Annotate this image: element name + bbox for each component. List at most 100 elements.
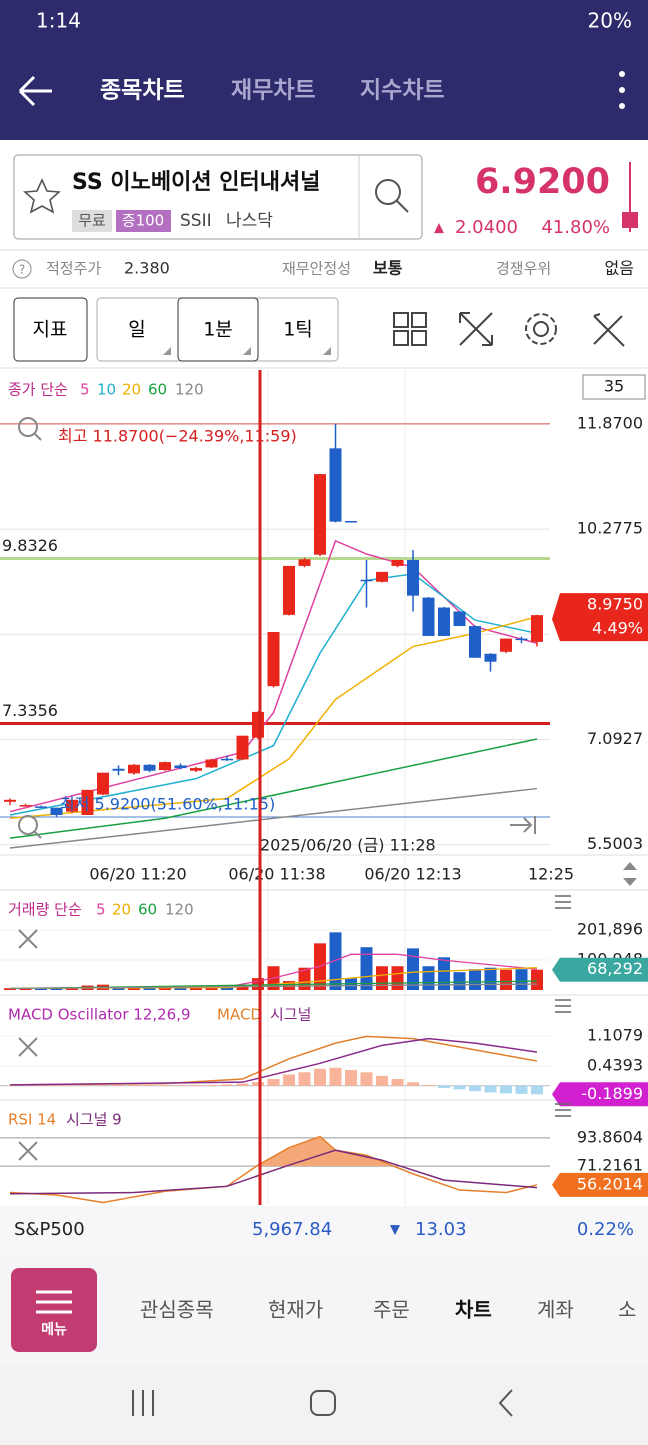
oscillator-bar: [252, 1082, 264, 1086]
candle-body: [298, 559, 311, 566]
current-change: 4.49%: [592, 619, 643, 638]
oscillator-bar: [438, 1085, 450, 1089]
back-button[interactable]: [18, 75, 52, 107]
settings-icon[interactable]: [525, 313, 557, 345]
oscillator-bar: [267, 1079, 280, 1086]
decoration: [72, 210, 112, 232]
line: [9, 787, 538, 849]
oscillator-bar: [345, 1070, 357, 1086]
tools-icon[interactable]: [593, 313, 625, 347]
expand-icon[interactable]: [459, 312, 493, 346]
legend-entry: MACD: [217, 1006, 262, 1024]
change: 2.0400: [455, 217, 518, 238]
y-tick-label: 0.4393: [587, 1056, 643, 1075]
close-icon: [18, 1141, 38, 1161]
candle-body: [515, 638, 528, 641]
current-label: 56.2014: [577, 1174, 643, 1193]
candle-body: [50, 807, 63, 815]
tab[interactable]: 재무차트: [231, 78, 316, 104]
battery: 20%: [588, 9, 632, 33]
recent-apps[interactable]: [132, 1390, 154, 1416]
current-label: -0.1899: [581, 1084, 643, 1103]
oscillator-bar: [515, 1085, 528, 1094]
search-button[interactable]: [375, 179, 409, 213]
menu-item[interactable]: 관심종목: [140, 1298, 214, 1322]
candle-body: [469, 626, 481, 658]
zoom-icon: [18, 417, 38, 437]
decoration: [36, 1290, 72, 1314]
volume-bar: [174, 987, 187, 990]
candle-body: [81, 789, 94, 815]
line: [9, 1135, 538, 1204]
candle-body: [221, 758, 233, 761]
info-value: 없음: [605, 259, 634, 278]
candle-body: [236, 735, 249, 760]
candle-body: [407, 559, 419, 596]
layout-icon[interactable]: [393, 312, 427, 346]
candle-body: [329, 448, 342, 522]
button-label[interactable]: 1틱: [283, 319, 313, 341]
volume-bar: [190, 987, 202, 990]
decoration: [393, 330, 409, 346]
line: [9, 738, 538, 839]
menu-item[interactable]: 계좌: [537, 1298, 574, 1322]
decoration: [0, 1366, 648, 1445]
info-label: 적정주가: [46, 260, 101, 278]
decoration: [0, 1206, 648, 1256]
menu-item[interactable]: 차트: [455, 1298, 492, 1322]
decoration: [525, 313, 557, 345]
decoration: [396, 200, 409, 213]
back[interactable]: [498, 1389, 513, 1417]
menu-item[interactable]: 소: [618, 1298, 636, 1322]
menu-item[interactable]: 주문: [373, 1298, 410, 1322]
candle-body: [531, 615, 543, 642]
button-label[interactable]: 1분: [203, 319, 233, 341]
ticker: SSII: [180, 211, 212, 231]
menu-label[interactable]: 메뉴: [41, 1322, 67, 1338]
oscillator-bar: [391, 1079, 404, 1086]
y-tick-label: 1.1079: [587, 1026, 643, 1045]
candle-body: [4, 799, 16, 802]
more-menu[interactable]: [619, 71, 625, 109]
decoration: [163, 347, 331, 355]
volume-bar: [50, 987, 63, 990]
reference-label: 9.8326: [2, 536, 58, 555]
oscillator-bar: [143, 1084, 156, 1086]
home[interactable]: [310, 1390, 336, 1416]
menu-button[interactable]: [11, 1268, 97, 1352]
legend-title: 거래량 단순: [8, 901, 82, 919]
volume-bar: [500, 969, 512, 990]
candle-body: [159, 762, 171, 771]
zoom-icon: [33, 432, 42, 441]
decoration: [12, 259, 32, 279]
decoration: [622, 212, 638, 228]
legend-entry: 10: [97, 381, 116, 399]
oscillator-bar: [236, 1083, 249, 1086]
volume-bar: [112, 987, 125, 990]
line: [9, 983, 538, 990]
oscillator-bar: [190, 1084, 202, 1086]
oscillator-bar: [174, 1084, 187, 1086]
close-icon: [18, 929, 38, 949]
menu-item[interactable]: 현재가: [268, 1298, 323, 1322]
favorite-star[interactable]: [23, 178, 61, 214]
y-tick-label: 10.2775: [577, 519, 643, 538]
volume-bar: [515, 969, 528, 990]
scroll-arrows: [623, 862, 637, 886]
tab[interactable]: 지수차트: [360, 78, 445, 104]
y-tick-label: 11.8700: [577, 413, 643, 432]
button-label[interactable]: 일: [128, 319, 145, 341]
volume-bar: [35, 988, 47, 990]
period-button[interactable]: [177, 297, 259, 362]
candle-body: [422, 597, 435, 636]
volume-bar: [422, 966, 435, 990]
decoration: ?: [19, 263, 25, 277]
volume-bar: [19, 988, 32, 990]
candle-body: [376, 571, 388, 582]
indicator-button[interactable]: [13, 297, 88, 362]
close-icon: [18, 1037, 38, 1057]
tab[interactable]: 종목차트: [100, 78, 185, 104]
candle-body: [345, 521, 357, 523]
volume-bar: [143, 987, 156, 990]
info-label: 재무안정성: [282, 260, 351, 278]
